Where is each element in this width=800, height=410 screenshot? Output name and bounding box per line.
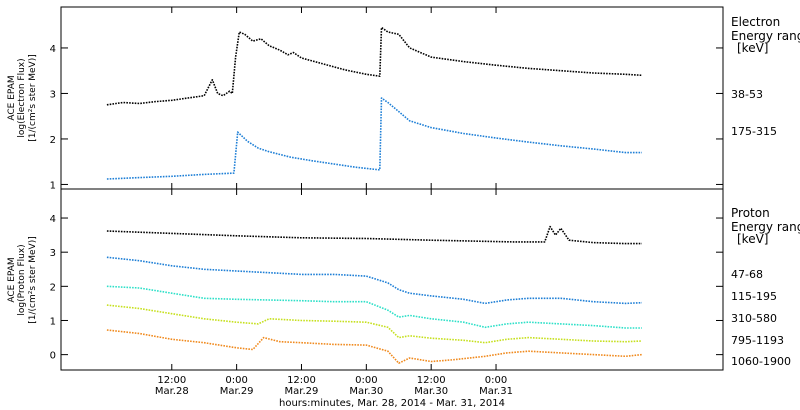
- electron-legend-subtitle: Energy ranges: [731, 29, 800, 43]
- electron-series-175-315: [106, 97, 642, 180]
- proton-legend-entry-47-68: 47-68: [731, 268, 763, 281]
- proton-series-47-68: [106, 225, 642, 245]
- electron-legend-entry-175-315: 175-315: [731, 125, 777, 138]
- x-tick-label-time: 12:00: [157, 375, 186, 386]
- proton-legend-subtitle: Energy ranges: [731, 220, 800, 234]
- electron-ylabel-line3: [1/(cm²s ster MeV)]: [28, 54, 38, 141]
- proton-y-tick-label: 2: [50, 282, 56, 293]
- proton-legend-entry-1060-1900: 1060-1900: [731, 355, 791, 368]
- x-tick-label-time: 0:00: [485, 375, 507, 386]
- proton-ylabel-line3: [1/(cm²s ster MeV)]: [28, 236, 38, 323]
- proton-series-group: [106, 225, 642, 364]
- proton-legend: Proton Energy ranges [keV] 47-68 115-195…: [731, 206, 800, 368]
- electron-legend-units: [keV]: [737, 41, 768, 55]
- proton-panel-frame: [60, 188, 724, 371]
- electron-ylabel-line1: ACE EPAM: [7, 75, 17, 120]
- time-x-axis: 12:00Mar.280:00Mar.2912:00Mar.290:00Mar.…: [155, 375, 513, 397]
- electron-y-tick-label: 2: [50, 135, 56, 146]
- electron-y-tick-label: 3: [50, 89, 56, 100]
- electron-legend: Electron Energy ranges [keV] 38-53 175-3…: [731, 15, 800, 138]
- x-tick-label-time: 0:00: [355, 375, 377, 386]
- x-tick-label-date: Mar.28: [155, 386, 189, 397]
- electron-legend-entry-38-53: 38-53: [731, 88, 763, 101]
- x-tick-label-date: Mar.30: [414, 386, 448, 397]
- electron-y-tick-label: 1: [50, 180, 56, 191]
- proton-y-tick-label: 0: [50, 351, 56, 362]
- proton-ylabel: ACE EPAM log(Proton Flux) [1/(cm²s ster …: [7, 236, 38, 323]
- x-tick-label-date: Mar.31: [479, 386, 513, 397]
- electron-y-tick-label: 4: [50, 44, 56, 55]
- proton-y-tick-label: 1: [50, 316, 56, 327]
- x-tick-label-time: 0:00: [225, 375, 247, 386]
- electron-series-group: [106, 26, 642, 180]
- proton-series-795-1193: [106, 304, 642, 344]
- proton-legend-entry-795-1193: 795-1193: [731, 334, 784, 347]
- x-tick-label-time: 12:00: [417, 375, 446, 386]
- proton-legend-entry-115-195: 115-195: [731, 290, 777, 303]
- proton-legend-entry-310-580: 310-580: [731, 312, 777, 325]
- proton-y-tick-label: 4: [50, 214, 56, 225]
- x-tick-label-date: Mar.30: [349, 386, 383, 397]
- proton-series-310-580: [106, 285, 642, 329]
- electron-ylabel-line2: log(Electron Flux): [17, 58, 27, 137]
- electron-series-38-53: [106, 26, 642, 106]
- proton-legend-units: [keV]: [737, 232, 768, 246]
- proton-series-1060-1900: [106, 329, 642, 364]
- x-axis-label: hours:minutes, Mar. 28, 2014 - Mar. 31, …: [279, 398, 505, 409]
- electron-y-axis: 1 2 3 4: [50, 7, 723, 191]
- proton-legend-title: Proton: [731, 206, 770, 220]
- electron-ylabel: ACE EPAM log(Electron Flux) [1/(cm²s ste…: [7, 54, 38, 141]
- x-tick-label-date: Mar.29: [220, 386, 254, 397]
- proton-ylabel-line1: ACE EPAM: [7, 257, 17, 302]
- proton-ylabel-line2: log(Proton Flux): [17, 244, 27, 315]
- x-tick-label-date: Mar.29: [285, 386, 319, 397]
- proton-y-axis: 0 1 2 3 4: [50, 189, 723, 370]
- proton-y-tick-label: 3: [50, 248, 56, 259]
- proton-series-115-195: [106, 256, 642, 305]
- x-tick-label-time: 12:00: [287, 375, 316, 386]
- electron-legend-title: Electron: [731, 15, 780, 29]
